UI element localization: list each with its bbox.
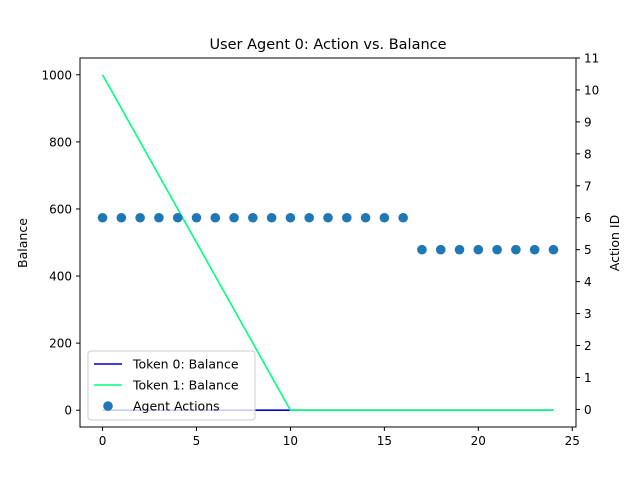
legend-label: Agent Actions <box>133 399 220 414</box>
y-tick-label: 200 <box>49 337 72 351</box>
data-point <box>548 244 559 255</box>
data-point <box>435 244 446 255</box>
y2-tick-label: 11 <box>584 52 599 66</box>
y-tick-label: 0 <box>64 404 72 418</box>
data-point <box>379 212 390 223</box>
data-point <box>398 212 408 223</box>
data-point <box>191 212 202 223</box>
data-point <box>454 244 465 255</box>
data-point <box>529 244 540 255</box>
data-point <box>97 212 108 223</box>
y-tick-label: 800 <box>49 135 72 149</box>
data-point <box>229 212 239 223</box>
y-tick-label: 1000 <box>41 68 72 82</box>
x-tick-label: 10 <box>283 434 298 448</box>
y2-tick-label: 9 <box>584 115 592 129</box>
data-point <box>116 212 127 223</box>
data-point <box>285 212 296 223</box>
y-tick-label: 400 <box>49 270 72 284</box>
x-axis: 0 5 10 15 20 25 <box>99 427 580 448</box>
y2-tick-label: 7 <box>584 179 592 193</box>
y2-tick-label: 3 <box>584 307 592 321</box>
data-point <box>323 212 333 223</box>
x-tick-label: 20 <box>471 434 486 448</box>
plot-area <box>79 57 577 428</box>
y2-tick-label: 8 <box>584 147 592 161</box>
y-axis-left: 0 200 400 600 800 1000 <box>41 68 80 418</box>
data-point <box>492 244 502 255</box>
data-point <box>210 212 221 223</box>
y2-axis-label: Action ID <box>607 215 622 271</box>
y-axis-label: Balance <box>15 218 30 268</box>
x-tick-label: 5 <box>193 434 201 448</box>
y2-tick-label: 1 <box>584 371 592 385</box>
y-tick-label: 600 <box>49 202 72 216</box>
y2-tick-label: 6 <box>584 211 592 225</box>
data-point <box>473 244 484 255</box>
data-point <box>341 212 352 223</box>
y2-tick-label: 4 <box>584 275 592 289</box>
data-point <box>248 212 258 223</box>
y2-tick-label: 2 <box>584 339 592 353</box>
y2-tick-label: 10 <box>584 83 599 97</box>
y-axis-right: 0 1 2 3 4 5 6 7 8 9 10 11 <box>576 52 599 417</box>
data-point <box>360 212 371 223</box>
data-point <box>135 212 145 223</box>
legend-label: Token 0: Balance <box>132 357 239 372</box>
data-point <box>172 212 183 223</box>
y2-tick-label: 0 <box>584 403 592 417</box>
x-tick-label: 15 <box>377 434 392 448</box>
data-point <box>266 212 277 223</box>
legend: Token 0: Balance Token 1: Balance Agent Ac… <box>87 350 256 421</box>
data-point <box>511 244 521 255</box>
legend-label: Token 1: Balance <box>132 378 239 393</box>
data-point <box>304 212 315 223</box>
chart-title: User Agent 0: Action vs. Balance <box>209 37 446 53</box>
x-tick-label: 25 <box>565 434 580 448</box>
y2-tick-label: 5 <box>584 243 592 257</box>
legend-box <box>87 350 256 421</box>
data-point <box>417 244 427 255</box>
x-tick-label: 0 <box>99 434 107 448</box>
series-line-1 <box>101 74 554 412</box>
data-point <box>154 212 164 223</box>
legend-swatch <box>103 401 113 411</box>
plot-frame <box>79 57 577 428</box>
